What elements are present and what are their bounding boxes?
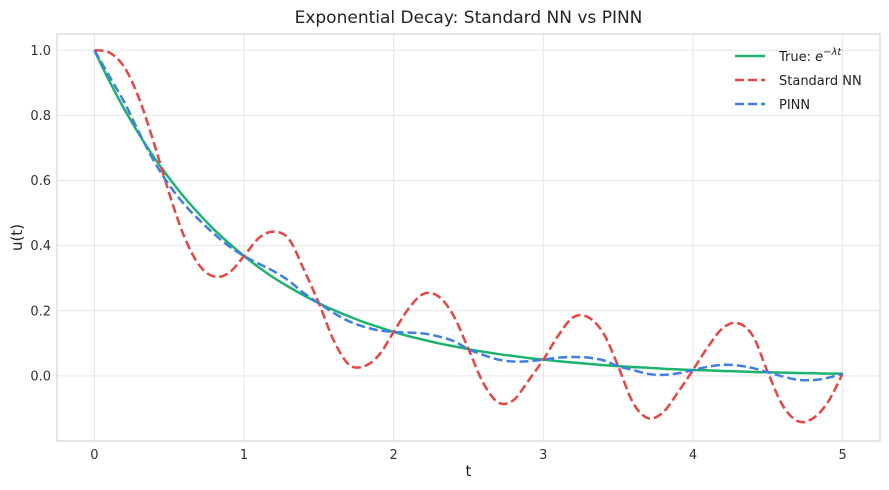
x-tick-label: 1	[240, 448, 248, 463]
tick-labels: 0 1 2 3 4 5 0.0 0.2 0.4 0.6 0.8 1.0	[30, 44, 846, 463]
y-tick-label: 0.6	[30, 174, 51, 189]
plot-area	[57, 34, 880, 441]
x-tick-label: 2	[390, 448, 398, 463]
y-tick-label: 0.4	[30, 239, 51, 254]
x-tick-label: 0	[90, 448, 98, 463]
x-tick-label: 4	[689, 448, 697, 463]
series-line-pinn	[93, 49, 843, 382]
x-tick-label: 5	[838, 448, 846, 463]
legend-label: Standard NN	[779, 74, 862, 89]
chart-title: Exponential Decay: Standard NN vs PINN	[295, 8, 643, 28]
series-line-standard-nn	[94, 49, 844, 424]
plot-frame	[56, 33, 881, 442]
y-tick-label: 1.0	[30, 44, 51, 59]
x-tick-label: 3	[539, 448, 547, 463]
legend-label: PINN	[779, 98, 810, 113]
x-axis-label: t	[466, 462, 472, 480]
series-layer	[93, 49, 844, 424]
legend: True: e−λt Standard NN PINN	[735, 47, 862, 113]
y-tick-label: 0.0	[30, 369, 51, 384]
grid	[57, 34, 880, 441]
y-tick-label: 0.2	[30, 304, 51, 319]
y-axis-label: u(t)	[8, 224, 26, 251]
y-tick-label: 0.8	[30, 109, 51, 124]
legend-label: True: e−λt	[778, 47, 842, 65]
